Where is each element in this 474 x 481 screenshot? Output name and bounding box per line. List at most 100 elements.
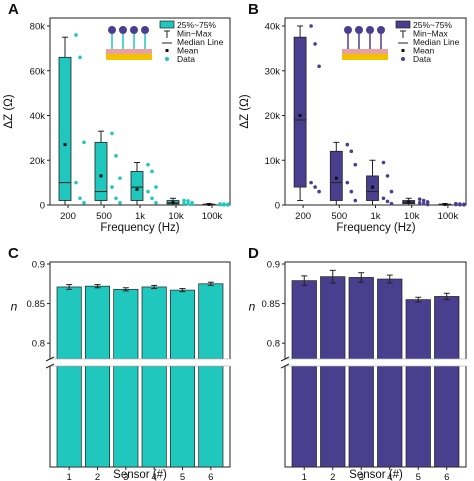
data-point	[425, 200, 430, 204]
x-axis-label: Frequency (Hz)	[100, 222, 179, 234]
mean-marker	[63, 143, 67, 147]
y-tick-label: 10k	[265, 156, 281, 167]
probe-head-icon	[377, 26, 385, 34]
y-tick-label: 40k	[30, 111, 46, 122]
y-tick-label: 80k	[30, 22, 46, 33]
probe-head-icon	[130, 26, 138, 34]
axis-break-gap	[44, 359, 236, 366]
bar-lower-segment	[348, 365, 374, 468]
panel-letter: D	[248, 245, 259, 262]
data-point	[385, 174, 390, 178]
x-tick-label: 5	[180, 472, 185, 481]
bar	[198, 283, 224, 360]
probe-head-icon	[108, 26, 116, 34]
y-tick-label: 0.9	[32, 260, 45, 271]
data-point	[190, 202, 194, 207]
x-tick-label: 100k	[438, 211, 459, 222]
y-tick-label: 30k	[265, 66, 281, 77]
panel-d: D 0.8 0.85 0.9 1 2 3 4 5 6 Sensor (#) n	[248, 245, 472, 481]
data-point	[226, 203, 230, 207]
data-point	[82, 200, 86, 205]
data-point	[110, 131, 114, 136]
y-tick-label: 0.8	[267, 339, 280, 350]
data-point	[309, 180, 313, 185]
membrane-icon	[342, 49, 388, 54]
data-point	[421, 201, 426, 206]
legend-label: 25%~75%	[413, 20, 452, 30]
bar-lower-segment	[320, 365, 346, 468]
data-point	[78, 55, 82, 60]
iqr-box	[130, 171, 144, 201]
mean-marker	[298, 114, 302, 117]
y-tick-label: 0	[40, 201, 45, 212]
bar-lower-segment	[405, 365, 431, 468]
data-point	[186, 202, 190, 206]
axis-break-mark	[45, 356, 55, 362]
data-point	[385, 199, 390, 204]
bar-lower-segment	[169, 365, 196, 468]
legend-swatch-data	[165, 57, 169, 61]
bar	[84, 285, 111, 360]
axis-break-mark	[280, 356, 290, 362]
y-tick-label: 20k	[265, 111, 281, 122]
data-point	[182, 198, 186, 203]
x-tick-label: 5	[416, 472, 421, 481]
mean-marker	[371, 185, 374, 189]
probe-head-icon	[344, 26, 352, 34]
data-point	[150, 169, 154, 174]
data-point	[381, 196, 386, 201]
axis-break-gap	[279, 359, 472, 366]
x-tick-label: 100k	[202, 211, 223, 222]
bar	[113, 288, 139, 360]
mean-marker	[99, 174, 103, 178]
panel-letter: A	[8, 1, 19, 18]
bar-lower-segment	[84, 365, 111, 468]
bar	[141, 286, 167, 360]
x-tick-label: 6	[444, 472, 449, 481]
y-tick-label: 40k	[265, 22, 281, 33]
mean-marker	[135, 187, 139, 191]
panel-letter: C	[8, 245, 19, 262]
y-tick-label: 60k	[30, 66, 46, 77]
data-point	[313, 185, 317, 189]
data-point	[74, 33, 78, 37]
data-point	[349, 149, 354, 154]
panel-c: C 0.8 0.85 0.9 1 2 3 4 5 6 Sensor (#) n	[8, 245, 236, 481]
data-point	[186, 199, 190, 203]
data-point	[146, 162, 150, 167]
legend-label: Median Line	[413, 37, 460, 47]
mean-marker	[407, 200, 411, 204]
data-point	[182, 201, 186, 206]
mean-marker	[171, 200, 175, 204]
probe-head-icon	[119, 26, 127, 34]
x-tick-label: 6	[208, 472, 213, 481]
x-tick-label: 4	[152, 472, 157, 481]
data-point	[458, 202, 462, 207]
x-tick-label: 200	[60, 211, 76, 222]
bar	[377, 278, 403, 360]
mean-marker	[443, 202, 447, 206]
data-point	[154, 200, 158, 205]
data-point	[313, 42, 317, 46]
y-tick-label: 20k	[30, 156, 46, 167]
data-point	[82, 140, 86, 145]
data-point	[78, 196, 82, 201]
iqr-box	[58, 56, 72, 201]
bar	[56, 286, 82, 360]
x-tick-label: 4	[387, 472, 392, 481]
data-point	[353, 198, 358, 203]
data-point	[425, 202, 430, 207]
panel-a: A 0 20k 40k 60k 80k 200 500 1k 10k 100k Frequency (…	[3, 1, 231, 234]
bar-lower-segment	[113, 365, 139, 468]
x-tick-label: 10k	[404, 211, 420, 222]
x-tick-label: 500	[331, 211, 347, 222]
x-tick-label: 3	[359, 472, 364, 481]
bar	[348, 277, 374, 360]
data-point	[150, 196, 154, 201]
electrode-icon	[342, 54, 388, 60]
data-point	[118, 176, 122, 180]
x-tick-label: 500	[96, 211, 112, 222]
iqr-box	[329, 150, 343, 201]
x-tick-label: 3	[123, 472, 128, 481]
bar-lower-segment	[291, 365, 317, 468]
